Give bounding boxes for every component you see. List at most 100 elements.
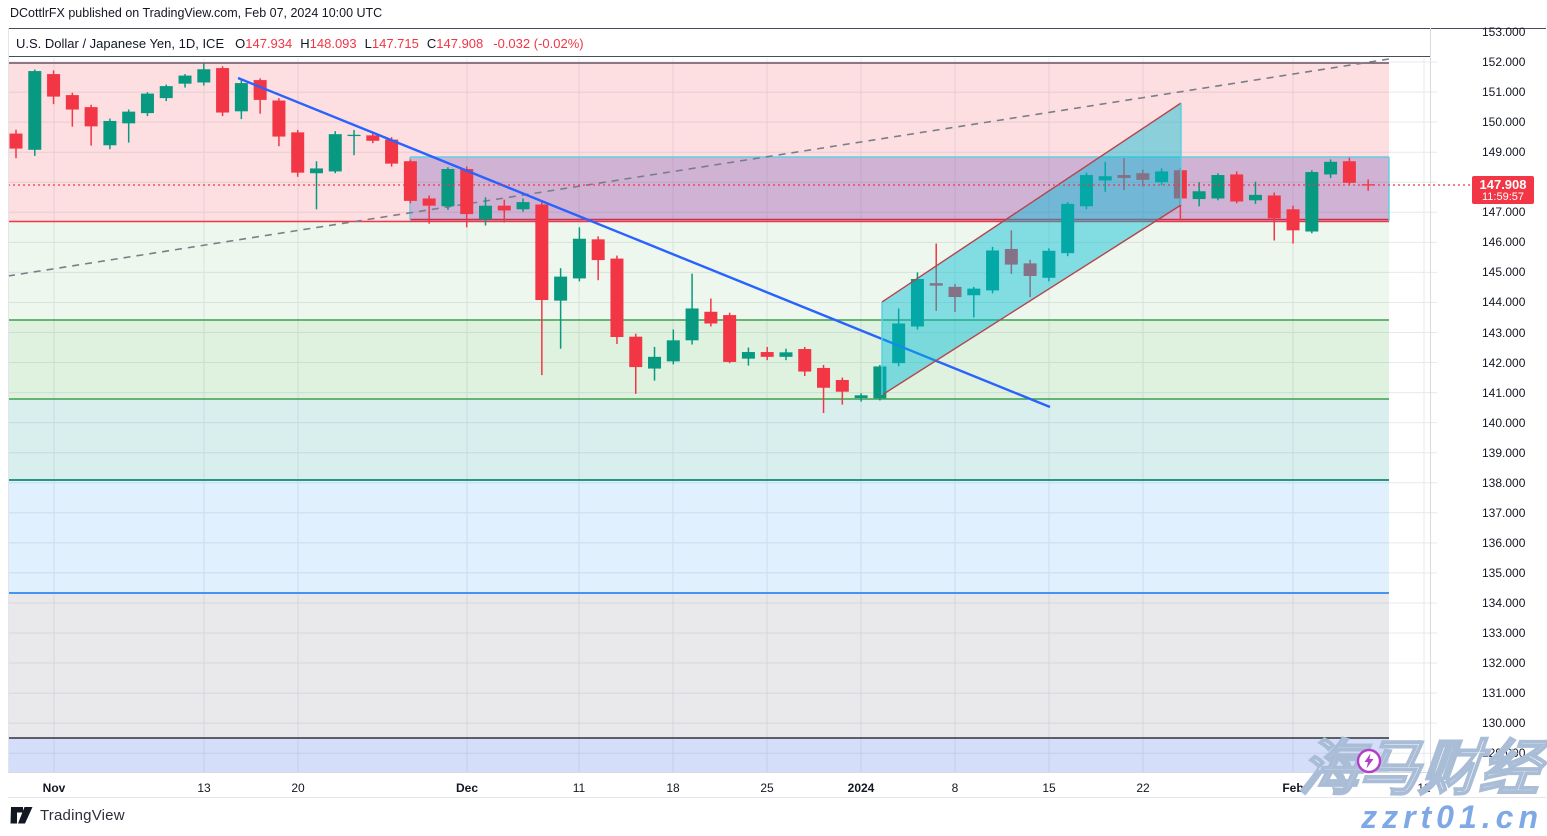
candle-body	[272, 100, 286, 137]
support-zone-green-1	[8, 221, 1389, 320]
price-axis-label: 152.000	[1482, 55, 1526, 70]
time-axis-label: 8	[951, 781, 959, 795]
price-axis-label: 132.000	[1482, 656, 1526, 671]
time-axis-label: 2024	[847, 781, 875, 795]
price-axis-label: 138.000	[1482, 475, 1526, 490]
candle-body	[779, 352, 793, 357]
candle-body	[1230, 174, 1244, 202]
candle-body	[704, 311, 718, 324]
time-axis-label: Dec	[455, 781, 479, 795]
candle-body	[1042, 250, 1056, 278]
symbol-title: U.S. Dollar / Japanese Yen, 1D, ICE	[16, 35, 225, 51]
price-axis-label: 130.000	[1482, 716, 1526, 731]
candle-body	[535, 204, 549, 301]
candle-body	[1192, 191, 1206, 200]
candle-body	[422, 198, 436, 206]
support-zone-periwinkle	[8, 738, 1389, 772]
candle-body	[516, 202, 530, 210]
candle-body	[1211, 175, 1225, 199]
support-zone-blue	[8, 480, 1389, 593]
candle-body	[385, 139, 399, 164]
candle-body	[159, 86, 173, 99]
price-axis-separator[interactable]	[1430, 28, 1431, 772]
price-axis-label: 150.000	[1482, 115, 1526, 130]
time-axis-label: 22	[1136, 781, 1150, 795]
price-axis-label: 144.000	[1482, 295, 1526, 310]
candle-body	[948, 286, 962, 298]
time-axis[interactable]: Nov 13 20 Dec 11 18 25 2024 8 15 22 Feb 12	[8, 772, 1431, 797]
candle-body	[572, 238, 586, 279]
lightning-circle-icon	[1356, 748, 1382, 774]
range-zone-purple	[410, 157, 1389, 221]
time-axis-label: Nov	[42, 781, 66, 795]
candle-body	[1117, 175, 1131, 179]
parallel-channel-edge	[881, 204, 1182, 396]
candle-body	[685, 308, 699, 341]
parallel-channel-edge	[881, 102, 1182, 303]
candle-body	[929, 283, 943, 286]
candle-body	[1098, 176, 1112, 181]
time-axis-label: 12	[1417, 781, 1431, 795]
candle-body	[760, 352, 774, 357]
time-axis-label: 18	[666, 781, 680, 795]
watermark-url-text: zzrt01.cn	[1361, 799, 1543, 835]
candle-body	[741, 352, 755, 359]
price-axis-label: 134.000	[1482, 595, 1526, 610]
candle-body	[197, 69, 211, 83]
price-axis-label: 139.000	[1482, 445, 1526, 460]
candle-body	[1079, 175, 1093, 207]
price-axis-label: 135.000	[1482, 565, 1526, 580]
candle-body	[366, 135, 380, 141]
symbol-legend: U.S. Dollar / Japanese Yen, 1D, ICE O147…	[16, 30, 584, 56]
price-axis[interactable]: 153.000152.000151.000150.000149.000148.0…	[1431, 25, 1547, 772]
candle-body	[629, 336, 643, 368]
parallel-channel	[882, 103, 1181, 395]
tradingview-logo-text[interactable]: TradingView	[40, 807, 125, 824]
watermark-cn-text: 海马财经	[1296, 734, 1545, 803]
candle-body	[1286, 209, 1300, 231]
price-axis-label: 141.000	[1482, 385, 1526, 400]
frame-top-border	[8, 28, 1546, 29]
candle-body	[1023, 263, 1037, 277]
frame-left-border	[8, 28, 9, 772]
candle-body	[47, 74, 61, 97]
tradingview-logo-icon[interactable]	[10, 806, 33, 825]
price-axis-label: 129.000	[1482, 746, 1526, 761]
candle-body	[1342, 161, 1356, 183]
candle-body	[591, 239, 605, 261]
price-axis-label: 131.000	[1482, 686, 1526, 701]
tradingview-footer[interactable]: TradingView	[10, 806, 125, 825]
candle-body	[28, 71, 42, 150]
candle-body	[910, 279, 924, 327]
ohlc-low: L147.715	[364, 35, 419, 51]
candle-body	[216, 68, 230, 113]
ohlc-high: H148.093	[300, 35, 357, 51]
time-axis-label: 13	[197, 781, 211, 795]
support-zone-gray	[8, 593, 1389, 738]
time-axis-label: 25	[760, 781, 774, 795]
time-axis-label: 11	[572, 781, 586, 795]
candle-body	[122, 111, 136, 124]
candle-body	[441, 169, 455, 207]
price-axis-label: 143.000	[1482, 325, 1526, 340]
candle-body	[554, 276, 568, 301]
frame-bottom-border	[8, 797, 1546, 798]
candle-body	[84, 107, 98, 127]
price-axis-label: 133.000	[1482, 626, 1526, 640]
time-axis-separator[interactable]	[8, 772, 1431, 773]
candlestick-series[interactable]	[9, 63, 1375, 414]
price-axis-label: 146.000	[1482, 235, 1526, 250]
price-axis-label: 149.000	[1482, 145, 1526, 160]
candle-body	[1004, 248, 1018, 265]
price-axis-label: 151.000	[1482, 85, 1526, 100]
time-axis-label: 15	[1042, 781, 1056, 795]
support-zone-teal	[8, 399, 1389, 480]
candle-body	[347, 134, 361, 137]
current-price-value: 147.908	[1479, 177, 1527, 192]
price-change: -0.032 (-0.02%)	[493, 35, 584, 51]
current-price-label: 147.908 11:59:57	[1472, 176, 1534, 204]
descending-trendline-blue	[237, 76, 1051, 409]
candle-body	[328, 134, 342, 172]
candle-body	[967, 288, 981, 296]
